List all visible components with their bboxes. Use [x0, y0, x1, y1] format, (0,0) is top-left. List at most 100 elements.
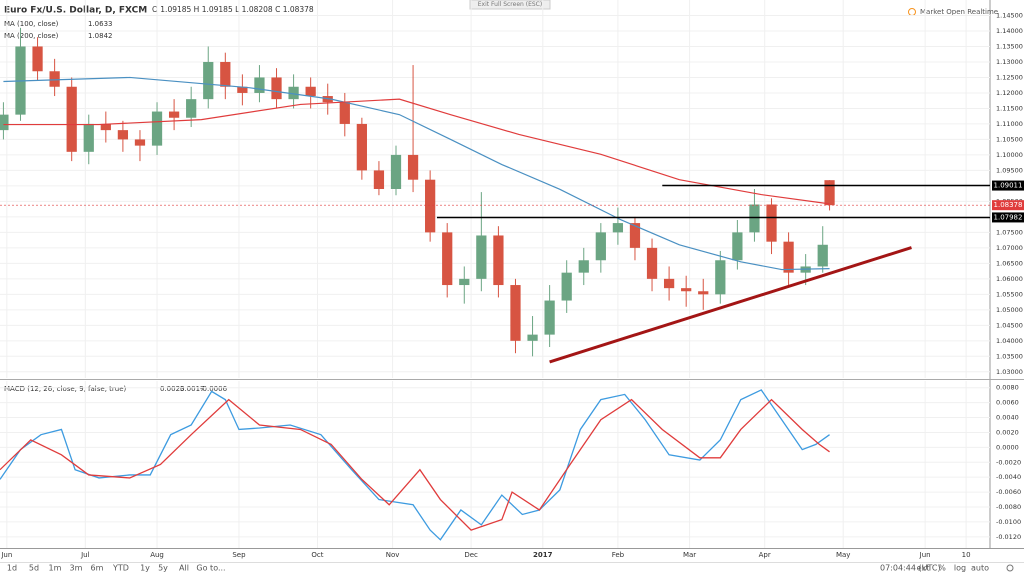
clock: 07:04:44 (UTC)	[880, 564, 941, 573]
x-tick-label: Sep	[232, 551, 246, 559]
candle-body	[220, 61, 231, 87]
x-tick-label: 10	[962, 551, 971, 559]
y-tick-label: 1.04500	[996, 321, 1023, 329]
candle-body	[476, 235, 487, 279]
x-tick-label: May	[836, 551, 850, 559]
y-tick-label: 1.11000	[996, 120, 1023, 128]
y-tick-label: -0.0100	[996, 518, 1021, 526]
trendline	[549, 246, 912, 364]
candle-body	[698, 291, 709, 295]
scale-option[interactable]: ext	[917, 564, 930, 573]
y-tick-label: 1.04000	[996, 337, 1023, 345]
level-tag-label: 1.07982	[994, 213, 1023, 221]
candle-body	[407, 154, 419, 180]
y-tick-label: 1.05000	[996, 306, 1023, 314]
scale-option[interactable]: log	[954, 564, 966, 573]
range-button[interactable]: 6m	[91, 564, 104, 573]
candle-body	[561, 272, 572, 301]
x-tick-label: 2017	[533, 551, 553, 559]
range-button[interactable]: YTD	[112, 564, 129, 573]
y-tick-label: 1.12000	[996, 89, 1023, 97]
y-tick-label: 1.12500	[996, 73, 1023, 81]
range-button[interactable]: 1y	[140, 564, 150, 573]
y-tick-label: -0.0060	[996, 488, 1021, 496]
x-tick-label: Dec	[464, 551, 478, 559]
last-price-tag	[992, 200, 1024, 211]
symbol-title: Euro Fx/U.S. Dollar, D, FXCM	[4, 6, 147, 16]
y-tick-label: -0.0040	[996, 473, 1021, 481]
candle-body	[356, 123, 367, 171]
y-tick-label: 1.06500	[996, 259, 1023, 267]
candle-body	[510, 285, 521, 341]
candle-body	[595, 232, 606, 261]
macd-hist-value: 0.0023	[160, 385, 185, 393]
candle-body	[681, 288, 692, 292]
y-tick-label: 1.14500	[996, 11, 1023, 19]
y-tick-label: 1.07000	[996, 244, 1023, 252]
signal-value: -0.0006	[200, 385, 228, 393]
y-tick-label: 1.06000	[996, 275, 1023, 283]
candle-body	[151, 111, 163, 146]
candle-body	[271, 77, 282, 100]
y-tick-label: 1.13000	[996, 58, 1023, 66]
candle-body	[629, 223, 641, 248]
y-tick-label: 1.13500	[996, 42, 1023, 50]
y-tick-label: 1.03500	[996, 352, 1023, 360]
candle-body	[612, 223, 624, 233]
scale-option[interactable]: auto	[971, 564, 989, 573]
candle-body	[390, 154, 402, 189]
ma100-name: MA (100, close)	[4, 20, 59, 28]
range-button[interactable]: 5y	[158, 564, 168, 573]
range-button[interactable]: 1m	[49, 564, 62, 573]
y-tick-label: 0.0040	[996, 414, 1019, 422]
candle-body	[732, 232, 743, 261]
y-tick-label: 0.0000	[996, 443, 1019, 451]
candle-body	[32, 46, 43, 72]
range-button[interactable]: All	[179, 564, 189, 573]
candle-body	[527, 334, 538, 341]
candle-body	[83, 123, 94, 152]
candle-body	[305, 86, 316, 97]
fullscreen-button[interactable]	[469, 0, 551, 10]
moving-average	[3, 76, 830, 271]
settings-button[interactable]	[1006, 564, 1014, 572]
candle-body	[442, 232, 453, 286]
x-tick-label: Aug	[150, 551, 164, 559]
y-tick-label: 1.07500	[996, 228, 1023, 236]
candle-body	[254, 77, 265, 93]
macd-line	[0, 398, 830, 531]
y-tick-label: 1.03000	[996, 368, 1023, 376]
scale-option[interactable]: %	[938, 564, 946, 573]
last-price-label: 1.08378	[994, 201, 1023, 209]
y-tick-label: -0.0080	[996, 503, 1021, 511]
y-tick-label: 1.09500	[996, 166, 1023, 174]
x-tick-label: Feb	[612, 551, 625, 559]
y-tick-label: 1.05500	[996, 290, 1023, 298]
level-tag	[992, 212, 1024, 223]
ma200-value: 1.0842	[88, 32, 113, 40]
candle-body	[288, 86, 299, 100]
candle-body	[203, 61, 214, 100]
x-tick-label: Nov	[386, 551, 400, 559]
range-button[interactable]: 1d	[7, 564, 17, 573]
range-button[interactable]: 5d	[29, 564, 39, 573]
candle-body	[783, 241, 794, 273]
range-button[interactable]: 3m	[70, 564, 83, 573]
candle-body	[49, 71, 60, 87]
candle-body	[237, 86, 248, 93]
candle-body	[168, 111, 180, 118]
macd-line	[0, 389, 830, 541]
candle-body	[0, 114, 9, 131]
ma100-value: 1.0633	[88, 20, 113, 28]
y-tick-label: -0.0020	[996, 458, 1021, 466]
range-button[interactable]: Go to...	[196, 564, 225, 573]
candle-body	[66, 86, 77, 152]
candle-body	[117, 130, 129, 140]
macd-value: 0.0017	[180, 385, 205, 393]
y-tick-label: 0.0020	[996, 428, 1019, 436]
fullscreen-label[interactable]: Exit Full Screen (ESC)	[478, 1, 542, 8]
ohlc-readout: O 1.09185 H 1.09185 L 1.08208 C 1.08378	[152, 5, 314, 14]
market-status[interactable]: Market Open Realtime	[920, 8, 998, 16]
y-tick-label: 0.0080	[996, 384, 1019, 392]
